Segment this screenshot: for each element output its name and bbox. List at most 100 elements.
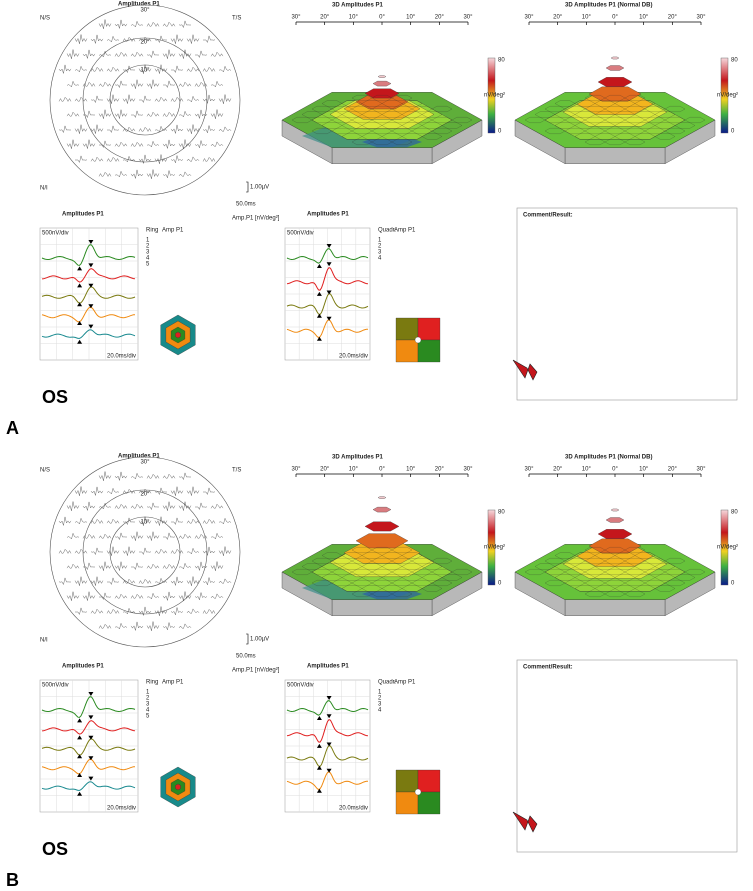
mini-trace	[106, 157, 120, 162]
mini-trace	[58, 125, 71, 134]
ring	[82, 37, 208, 163]
table-header: Amp P1	[162, 228, 184, 234]
marker	[316, 765, 322, 770]
mini-trace	[178, 171, 192, 177]
mini-trace	[82, 534, 96, 539]
mini-trace	[146, 621, 160, 631]
mini-trace	[138, 64, 152, 74]
mini-trace	[66, 111, 80, 117]
marker	[316, 313, 322, 318]
mini-trace	[163, 80, 176, 88]
axis-tick-label: 0°	[379, 15, 385, 21]
surface-cell	[664, 580, 686, 586]
mini-trace	[75, 607, 88, 615]
ring	[109, 64, 181, 136]
mini-trace	[74, 34, 88, 44]
traces-title: Amplitudes P1	[307, 212, 349, 218]
marker	[88, 304, 94, 309]
mini-trace	[122, 578, 136, 584]
surface-cell	[664, 128, 686, 134]
mini-trace	[106, 35, 120, 43]
mini-trace	[90, 576, 104, 586]
quadrant-label: N/S	[40, 16, 50, 22]
mini-trace	[170, 607, 184, 616]
mini-trace	[162, 170, 176, 179]
marker	[77, 773, 83, 777]
sector-icon	[395, 339, 419, 363]
mini-trace	[82, 82, 96, 87]
surface-cell	[391, 139, 413, 145]
mini-trace	[66, 532, 80, 540]
quadrant-label: N/I	[40, 186, 48, 192]
colorbar-min: 0	[731, 129, 735, 135]
surface-cell	[431, 558, 453, 564]
mini-trace	[122, 155, 136, 163]
marker	[88, 692, 94, 696]
marker	[77, 754, 83, 759]
marker	[316, 743, 322, 748]
mini-trace	[98, 19, 112, 29]
mini-trace	[210, 109, 224, 119]
axis-tick-label: 30°	[463, 15, 473, 21]
colorbar	[720, 509, 729, 586]
mini-trace	[130, 503, 144, 509]
mini-trace	[154, 577, 168, 585]
mini-trace	[146, 502, 159, 511]
mini-trace	[82, 110, 95, 119]
mini-trace	[162, 564, 176, 569]
mini-trace	[98, 109, 112, 119]
mini-trace	[114, 170, 128, 178]
surface-cell	[451, 117, 473, 123]
marker	[316, 264, 322, 268]
marker	[316, 336, 322, 341]
mini-trace	[146, 140, 160, 148]
axis-tick-label: 20°	[553, 467, 563, 473]
table-cell: 4	[378, 256, 382, 262]
colorbar-min: 0	[498, 129, 502, 135]
time-scale: 50.0ms	[236, 202, 256, 208]
mini-trace	[154, 64, 168, 74]
ring	[49, 4, 241, 196]
mini-trace	[130, 79, 144, 89]
surface-peak	[588, 86, 642, 102]
comment-box	[516, 659, 738, 853]
y-scale: 500nV/div	[42, 683, 69, 689]
marker	[326, 316, 332, 321]
axis-tick-label: 30°	[524, 467, 534, 473]
axis-tick-label: 0°	[612, 15, 618, 21]
axis-tick-label: 0°	[379, 467, 385, 473]
surface-cell	[311, 128, 333, 134]
surface-side	[564, 599, 666, 616]
ring-label: 20°	[140, 40, 150, 46]
trace	[41, 720, 136, 735]
mini-trace	[170, 124, 184, 134]
mini-trace	[66, 563, 80, 569]
mini-trace	[178, 501, 192, 511]
time-scale: 50.0ms	[236, 654, 256, 660]
marker	[77, 302, 83, 307]
table-cell: 4	[146, 708, 150, 714]
trace	[41, 696, 136, 718]
eye-label: OS	[42, 839, 68, 859]
mini-trace	[90, 547, 103, 556]
mini-trace	[162, 501, 176, 511]
surface-peak	[610, 56, 620, 60]
mini-trace	[122, 37, 136, 42]
mini-trace	[162, 591, 176, 601]
mini-trace	[74, 124, 88, 134]
surface-side	[331, 147, 433, 164]
mini-trace	[106, 518, 120, 524]
trace-array-title: Amplitudes P1	[118, 454, 160, 460]
panel-label: A	[6, 418, 19, 438]
axis-tick-label: 20°	[435, 15, 445, 21]
mini-trace	[98, 561, 112, 571]
mini-trace	[138, 579, 152, 584]
mini-trace	[202, 609, 216, 614]
marker	[88, 735, 94, 740]
mini-trace	[146, 50, 159, 59]
surface-cell	[604, 139, 626, 145]
marker	[77, 339, 83, 344]
surface-side	[564, 147, 666, 164]
surface-title: 3D Amplitudes P1	[332, 3, 383, 9]
